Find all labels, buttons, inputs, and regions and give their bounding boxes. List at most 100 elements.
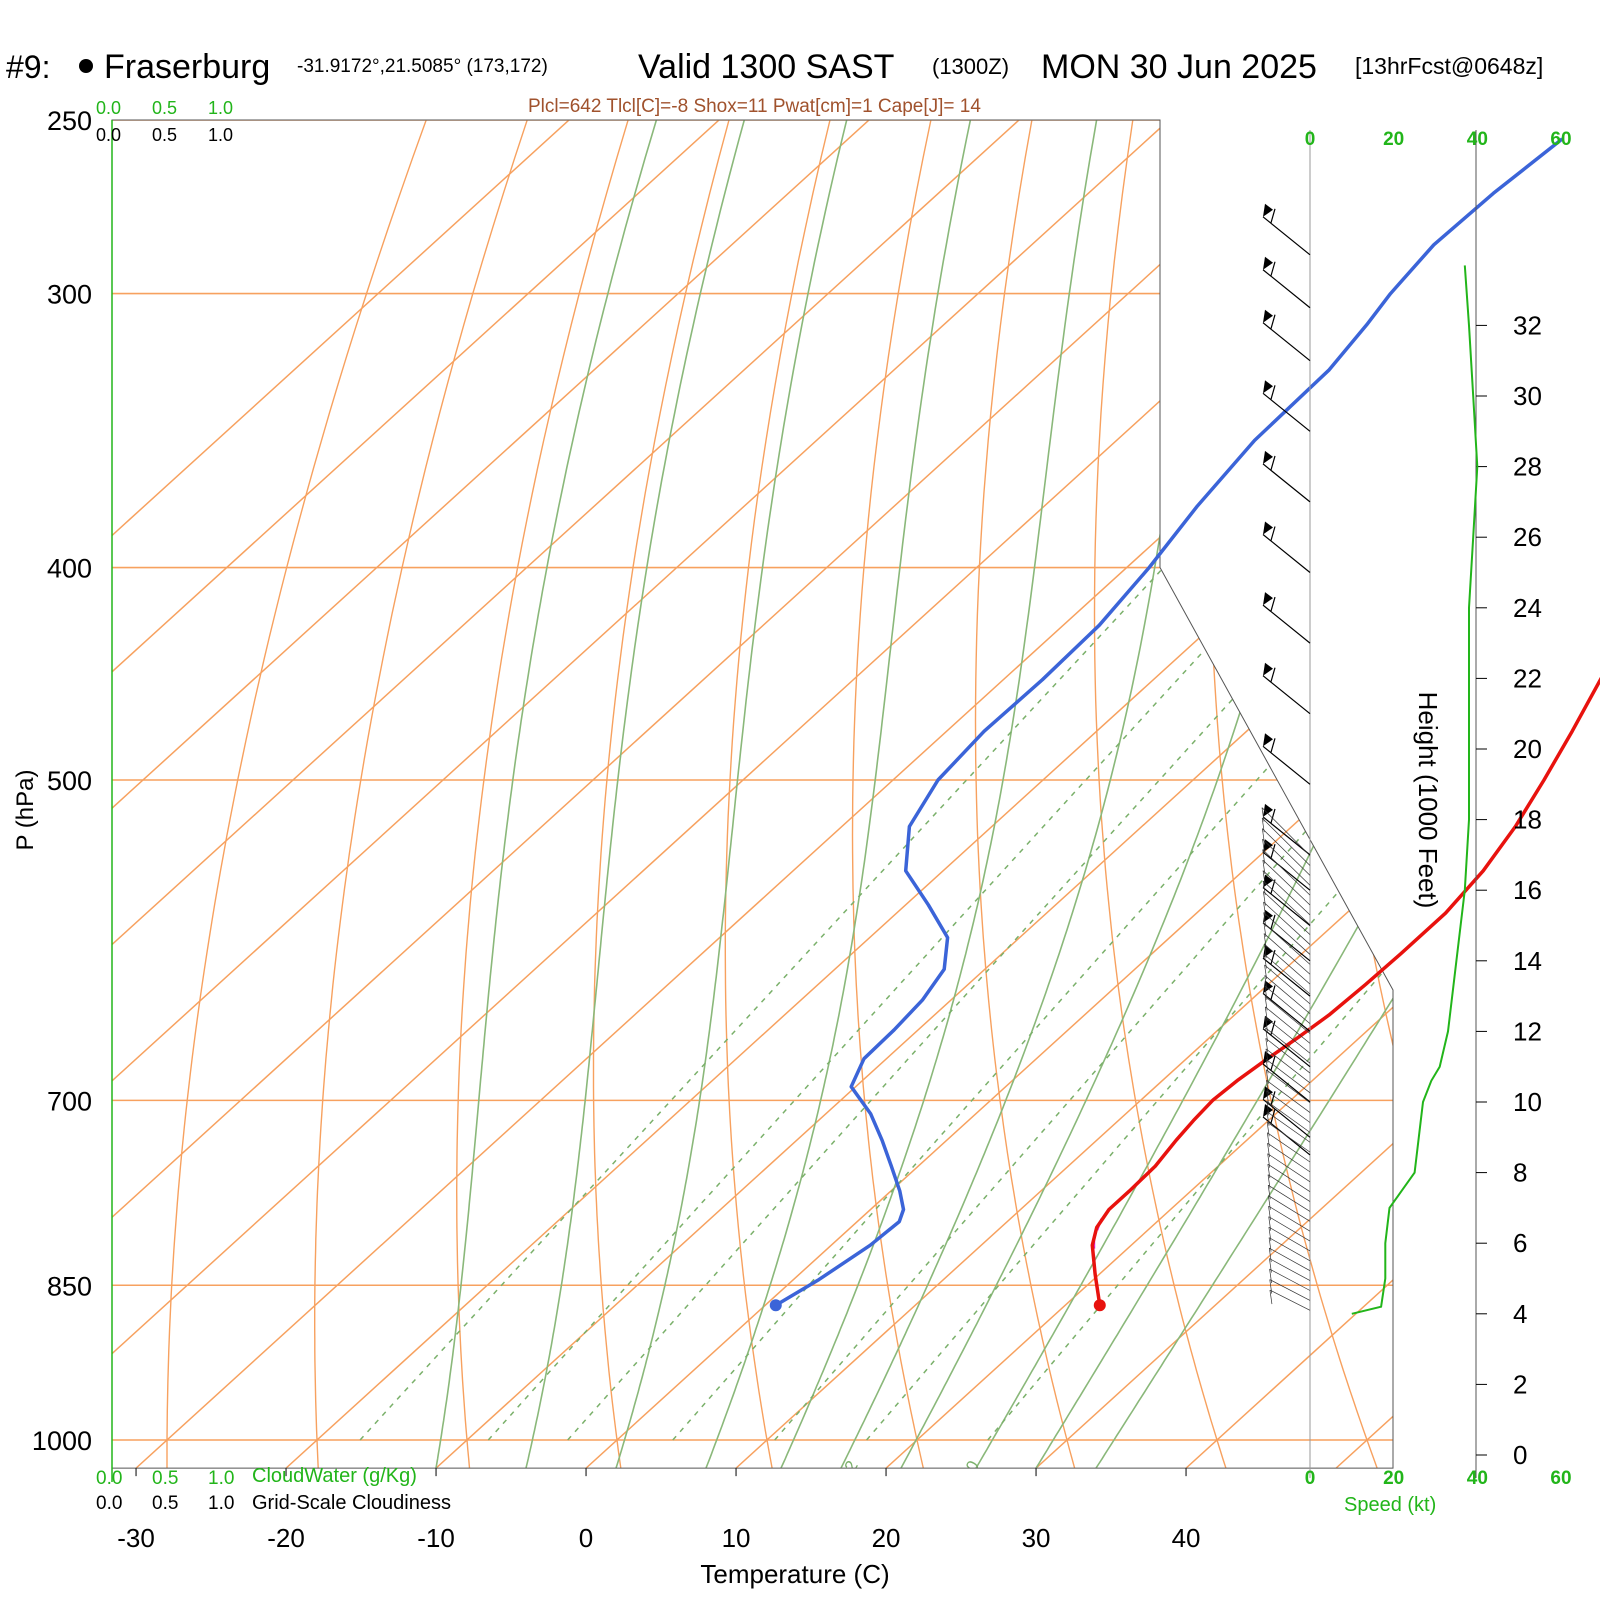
- wind-barb-lowlevel: [1269, 1268, 1311, 1291]
- wind-barb-lowlevel-flag: [1263, 891, 1266, 906]
- wind-barb-lowlevel: [1262, 859, 1311, 906]
- temp-tick-label: 20: [872, 1523, 901, 1553]
- wind-barb-lowlevel-flag: [1263, 933, 1267, 948]
- mixing-ratio-label: 20: [957, 1457, 983, 1483]
- mixing-ratio-line: [672, 566, 1393, 1441]
- wind-barb-lowlevel: [1269, 1279, 1311, 1301]
- cloudiness-tick-bottom-0: 0.0: [96, 1493, 122, 1514]
- wind-barb: [1262, 887, 1311, 926]
- header: #9: Fraserburg -31.9172°,21.5085° (173,1…: [6, 48, 1543, 117]
- moist-adiabat: [840, 120, 1219, 1469]
- dry-adiabat: [1535, 81, 1600, 1468]
- wind-barb-lowlevel-flag: [1268, 1248, 1272, 1263]
- station-number: #9:: [6, 49, 50, 85]
- wind-barb-lowlevel-flag: [1267, 1174, 1271, 1189]
- moist-adiabat: [705, 120, 972, 1469]
- cloudiness-tick-top-0: 0.0: [96, 125, 121, 145]
- wind-barb-pennant: [1263, 450, 1273, 464]
- wind-barb-lowlevel: [1268, 1216, 1311, 1242]
- height-tick-label: 6: [1513, 1228, 1527, 1258]
- pressure-tick-label: 700: [47, 1086, 92, 1116]
- wind-barb-lowlevel-flag: [1266, 1111, 1270, 1126]
- isotherm-line: [112, 120, 613, 1469]
- wind-barb-lowlevel-flag: [1261, 818, 1265, 833]
- isotherm-line: [112, 120, 1213, 1469]
- mixing-ratio-label: 12: [836, 1457, 862, 1483]
- dry-adiabat: [974, 120, 1076, 1469]
- wind-barb-lowlevel-flag: [1262, 870, 1266, 885]
- mixing-ratio-line: [487, 566, 1281, 1441]
- wind-barb: [1262, 1028, 1311, 1068]
- wind-barb-lowlevel: [1269, 1247, 1311, 1272]
- wind-barb-lowlevel-flag: [1262, 881, 1266, 896]
- wind-barb-lowlevel-flag: [1265, 1038, 1269, 1053]
- wind-barb-lowlevel-flag: [1267, 1164, 1271, 1179]
- wind-barb-lowlevel: [1265, 1048, 1311, 1084]
- wind-barb-lowlevel: [1268, 1184, 1311, 1212]
- temp-tick-label: 0: [579, 1523, 593, 1553]
- dry-adiabat: [1430, 81, 1600, 1468]
- wind-barb-flag: [1270, 914, 1276, 929]
- stability-indices: Plcl=642 Tlcl[C]=-8 Shox=11 Pwat[cm]=1 C…: [528, 96, 981, 117]
- wind-barb-lowlevel: [1266, 1101, 1311, 1133]
- wind-barb-flag: [1270, 314, 1276, 329]
- wind-barb-lowlevel-flag: [1266, 1101, 1270, 1116]
- pressure-tick-label: 500: [47, 766, 92, 796]
- wind-barb-lowlevel: [1269, 1289, 1311, 1311]
- dry-adiabat: [592, 120, 741, 1469]
- wind-barb: [1262, 322, 1311, 362]
- station-name: Fraserburg: [104, 48, 270, 86]
- cloudiness-tick-top-1: 0.5: [152, 125, 177, 145]
- wind-barb-lowlevel: [1268, 1237, 1311, 1262]
- wind-barb-lowlevel: [1264, 943, 1311, 985]
- wind-panel: 0246810121416182022242628303200202040406…: [1261, 129, 1572, 1489]
- speed-tick-label: 40: [1467, 129, 1488, 150]
- wind-barb: [1262, 957, 1311, 997]
- wind-barb: [1262, 463, 1311, 503]
- wind-barb-lowlevel-flag: [1267, 1132, 1270, 1147]
- moist-adiabat: [615, 120, 848, 1469]
- wind-barb: [1262, 1063, 1311, 1103]
- dry-adiabat: [1093, 120, 1227, 1469]
- isotherm-line: [1035, 120, 1393, 1469]
- wind-barb-lowlevel: [1261, 807, 1311, 856]
- wind-barb-pennant: [1263, 874, 1273, 888]
- cloudiness-tick-bottom-2: 1.0: [208, 1493, 234, 1514]
- wind-barb-lowlevel: [1263, 922, 1311, 965]
- wind-barb-lowlevel-flag: [1263, 901, 1266, 917]
- wind-barb-flag: [1270, 1091, 1276, 1106]
- isotherm-line: [885, 120, 1393, 1469]
- wind-barb-pennant: [1263, 662, 1273, 676]
- wind-barb: [1262, 851, 1311, 891]
- isotherm-line: [135, 120, 1393, 1469]
- station-coords: -31.9172°,21.5085° (173,172): [297, 56, 548, 77]
- wind-barb-lowlevel-flag: [1264, 996, 1268, 1011]
- moist-adiabat: [525, 120, 746, 1469]
- wind-barb-lowlevel: [1265, 1017, 1311, 1054]
- wind-barb-lowlevel-flag: [1269, 1279, 1273, 1294]
- temp-tick-label: -20: [267, 1523, 305, 1553]
- wind-barb: [1262, 534, 1311, 573]
- valid-zulu: (1300Z): [932, 54, 1009, 79]
- wind-barb-lowlevel: [1263, 891, 1311, 935]
- x-axis-label: Temperature (C): [700, 1559, 889, 1589]
- wind-barb-lowlevel: [1262, 880, 1311, 926]
- pressure-tick-label: 300: [47, 280, 92, 310]
- dry-adiabat: [724, 120, 841, 1469]
- wind-barb-lowlevel-flag: [1264, 975, 1268, 990]
- wind-barb: [1262, 816, 1311, 856]
- isotherm-line: [112, 120, 763, 1469]
- wind-barb: [1262, 992, 1311, 1032]
- wind-barb-lowlevel: [1268, 1226, 1311, 1252]
- height-axis-label: Height (1000 Feet): [1413, 692, 1443, 909]
- wind-barb-lowlevel-flag: [1262, 828, 1265, 843]
- height-tick-label: 20: [1513, 734, 1542, 764]
- temperature-surface-point: [1093, 1299, 1106, 1312]
- wind-barb-lowlevel: [1267, 1132, 1311, 1163]
- speed-tick-label: 0: [1305, 1468, 1316, 1489]
- isotherm-line: [285, 120, 1393, 1469]
- dry-adiabat: [455, 120, 641, 1469]
- wind-barb-lowlevel-flag: [1264, 964, 1267, 980]
- wind-barb-lowlevel: [1267, 1174, 1311, 1202]
- cloudwater-tick-bottom-2: 1.0: [208, 1468, 234, 1489]
